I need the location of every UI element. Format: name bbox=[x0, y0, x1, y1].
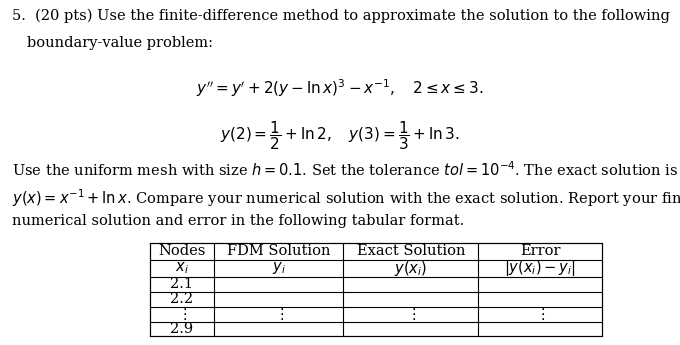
Text: 2.9: 2.9 bbox=[170, 322, 194, 336]
Text: $y_i$: $y_i$ bbox=[272, 260, 286, 276]
Text: $\vdots$: $\vdots$ bbox=[406, 306, 415, 322]
Text: $y(2) = \dfrac{1}{2} + \ln 2, \quad y(3) = \dfrac{1}{3} + \ln 3.$: $y(2) = \dfrac{1}{2} + \ln 2, \quad y(3)… bbox=[220, 119, 460, 152]
Text: numerical solution and error in the following tabular format.: numerical solution and error in the foll… bbox=[12, 215, 464, 228]
Text: boundary-value problem:: boundary-value problem: bbox=[27, 36, 214, 50]
Text: Error: Error bbox=[520, 244, 560, 258]
Text: 2.2: 2.2 bbox=[170, 292, 194, 306]
Text: 5.  (20 pts) Use the finite-difference method to approximate the solution to the: 5. (20 pts) Use the finite-difference me… bbox=[12, 9, 670, 23]
Text: $\vdots$: $\vdots$ bbox=[535, 306, 545, 322]
Text: $\vdots$: $\vdots$ bbox=[274, 306, 284, 322]
Text: $y(x_i)$: $y(x_i)$ bbox=[394, 259, 427, 278]
Text: Nodes: Nodes bbox=[158, 244, 205, 258]
Text: Use the uniform mesh with size $h = 0.1$. Set the tolerance $\mathit{tol} = 10^{: Use the uniform mesh with size $h = 0.1$… bbox=[12, 161, 679, 179]
Text: 2.1: 2.1 bbox=[171, 277, 193, 292]
Text: Exact Solution: Exact Solution bbox=[356, 244, 465, 258]
Text: $y'' = y' + 2(y - \ln x)^3 - x^{-1}, \quad 2 \leq x \leq 3.$: $y'' = y' + 2(y - \ln x)^3 - x^{-1}, \qu… bbox=[196, 77, 484, 99]
Bar bbox=[150, 243, 602, 336]
Text: $\vdots$: $\vdots$ bbox=[177, 306, 187, 322]
Text: $x_i$: $x_i$ bbox=[175, 260, 189, 276]
Text: FDM Solution: FDM Solution bbox=[227, 244, 330, 258]
Text: $|y(x_i) - y_i|$: $|y(x_i) - y_i|$ bbox=[504, 258, 576, 278]
Text: $y(x) = x^{-1} + \ln x$. Compare your numerical solution with the exact solution: $y(x) = x^{-1} + \ln x$. Compare your nu… bbox=[12, 188, 680, 209]
